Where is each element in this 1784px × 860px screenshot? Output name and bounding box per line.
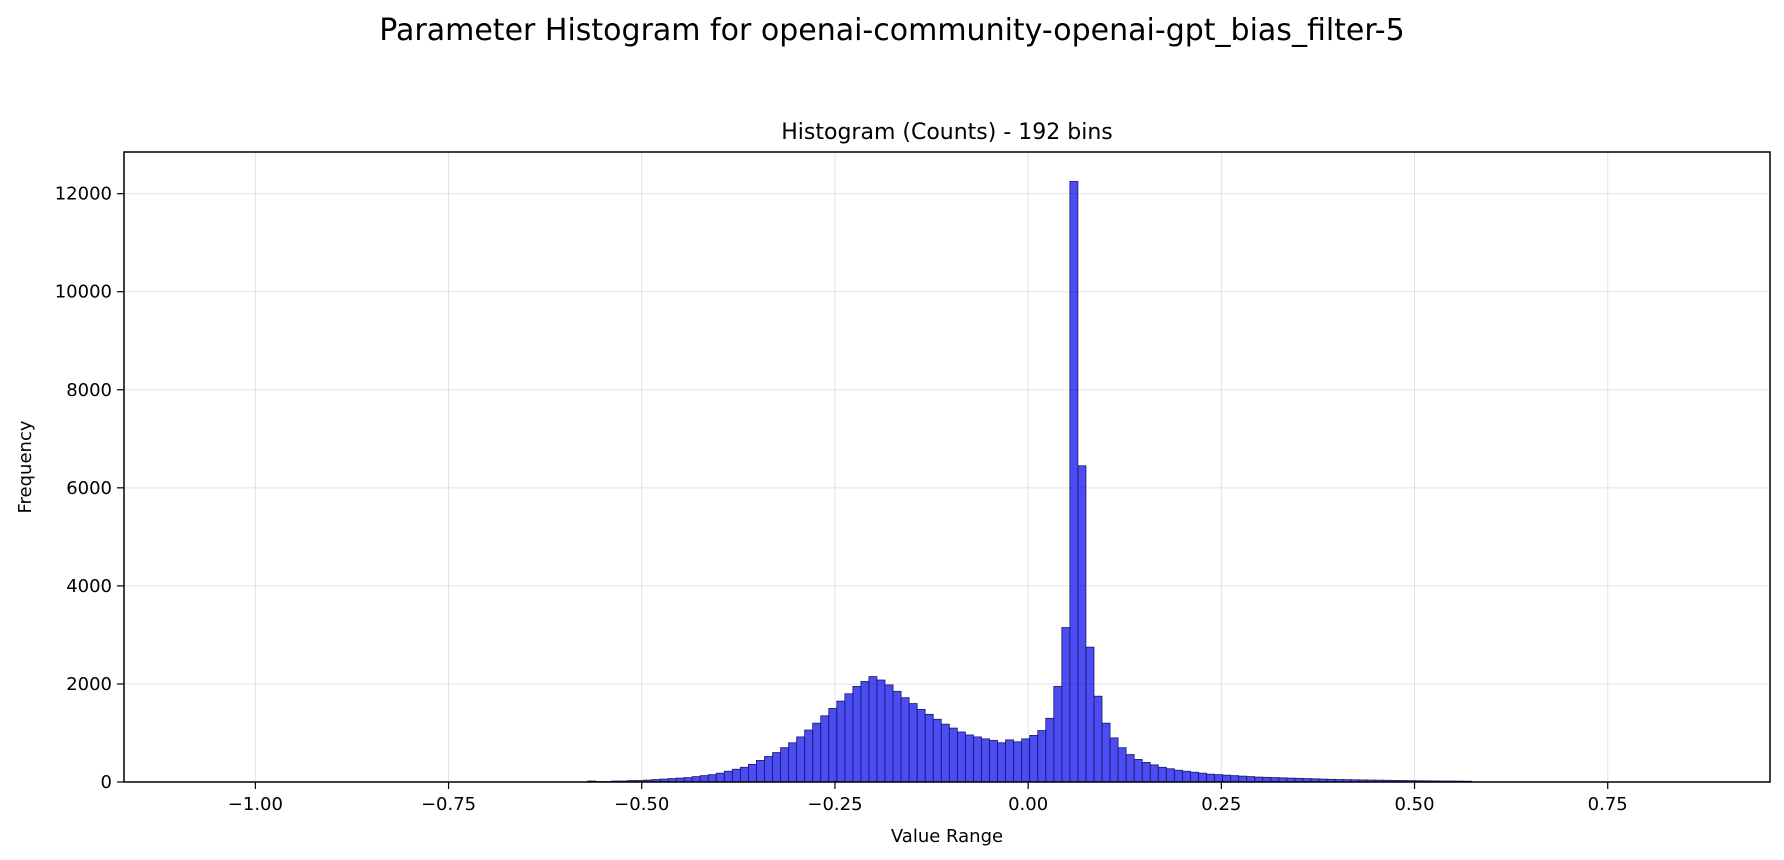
- x-tick-label: −0.50: [614, 794, 669, 815]
- histogram-bar: [812, 722, 822, 783]
- histogram-bar: [1045, 717, 1055, 783]
- x-tick-label: −0.75: [421, 794, 476, 815]
- histogram-bar: [1037, 730, 1047, 783]
- histogram-bar: [1085, 646, 1095, 783]
- histogram-bar: [780, 747, 789, 783]
- histogram-bar: [1157, 766, 1167, 783]
- x-axis-label: Value Range: [891, 826, 1003, 847]
- histogram-bar: [1109, 737, 1119, 783]
- x-tick-label: 0.75: [1588, 794, 1628, 815]
- histogram-bar: [1093, 695, 1103, 783]
- histogram-bar: [796, 736, 806, 783]
- histogram-bar: [1206, 773, 1215, 783]
- histogram-bar: [1222, 774, 1232, 783]
- histogram-bar: [964, 734, 974, 783]
- histogram-bar: [956, 731, 966, 783]
- histogram-bar: [1149, 764, 1159, 783]
- y-axis-label: Frequency: [15, 420, 36, 513]
- histogram-bar: [820, 715, 830, 783]
- y-tick-label: 4000: [66, 576, 112, 597]
- histogram-bar: [1125, 754, 1135, 783]
- histogram-bar: [997, 742, 1006, 783]
- histogram-bar: [1173, 769, 1183, 783]
- x-tick-label: 0.25: [1201, 794, 1241, 815]
- histogram-bar: [924, 713, 934, 783]
- histogram-bar: [804, 729, 814, 783]
- histogram-bar: [981, 738, 990, 783]
- histogram-bar: [836, 700, 846, 783]
- histogram-bar: [908, 703, 918, 783]
- histogram-bar: [973, 736, 982, 783]
- histogram-bar: [844, 693, 854, 783]
- histogram-bar: [852, 685, 862, 783]
- y-tick-label: 6000: [66, 478, 112, 499]
- histogram-bar: [876, 679, 886, 783]
- bars-layer: [587, 181, 1473, 783]
- histogram-bar: [1238, 775, 1248, 783]
- histogram-bar: [772, 752, 781, 783]
- x-tick-label: 0.00: [1008, 794, 1048, 815]
- histogram-bar: [756, 760, 765, 783]
- histogram-bar: [764, 756, 773, 783]
- histogram-bar: [691, 776, 701, 783]
- histogram-bar: [1246, 776, 1256, 783]
- histogram-bar: [788, 742, 798, 783]
- y-tick-label: 8000: [66, 380, 112, 401]
- histogram-bar: [860, 681, 870, 783]
- y-tick-label: 10000: [55, 282, 112, 303]
- histogram-bar: [1053, 685, 1063, 783]
- histogram-bar: [892, 690, 902, 783]
- histogram-bar: [707, 774, 717, 783]
- histogram-bar: [1069, 181, 1079, 783]
- histogram-bar: [1165, 768, 1175, 783]
- histogram-bar: [699, 775, 709, 783]
- y-tick-label: 2000: [66, 674, 112, 695]
- figure-title: Parameter Histogram for openai-community…: [379, 13, 1404, 48]
- x-tick-label: 0.50: [1394, 794, 1434, 815]
- histogram-bar: [1013, 741, 1023, 783]
- histogram-bar: [1005, 739, 1015, 783]
- histogram-bar: [828, 708, 838, 783]
- y-tick-label: 0: [101, 772, 112, 793]
- histogram-bar: [1029, 735, 1039, 783]
- x-tick-label: −1.00: [228, 794, 283, 815]
- grid-layer: [124, 152, 1770, 783]
- histogram-bar: [884, 684, 894, 783]
- histogram-bar: [989, 739, 998, 783]
- histogram-bar: [723, 770, 733, 783]
- histogram-bar: [1190, 771, 1199, 783]
- histogram-bar: [747, 763, 757, 783]
- y-tick-label: 12000: [55, 184, 112, 205]
- histogram-bar: [948, 727, 958, 783]
- histogram-bar: [715, 772, 725, 783]
- histogram-bar: [916, 709, 926, 783]
- plot-frame: [123, 151, 1771, 783]
- histogram-bar: [1077, 465, 1087, 783]
- histogram-bar: [1230, 775, 1240, 783]
- histogram-bar: [1181, 770, 1191, 783]
- histogram-bar: [1061, 627, 1071, 783]
- histogram-bar: [1214, 774, 1223, 783]
- histogram-bar: [900, 697, 910, 783]
- histogram-bar: [739, 766, 749, 783]
- x-tick-label: −0.25: [807, 794, 862, 815]
- histogram-bar: [1198, 772, 1207, 783]
- histogram-bar: [1133, 759, 1143, 783]
- histogram-bar: [868, 676, 878, 783]
- histogram-bar: [1141, 761, 1151, 783]
- x-axis: −1.00 −0.75 −0.50 −0.25 0.00 0.25 0.50 0.75: [228, 782, 1628, 815]
- histogram-bar: [940, 723, 950, 783]
- histogram-bar: [1117, 747, 1127, 783]
- histogram-bar: [1021, 738, 1031, 783]
- axes-title: Histogram (Counts) - 192 bins: [781, 120, 1112, 145]
- histogram-bar: [731, 768, 741, 783]
- histogram-bar: [1101, 722, 1111, 783]
- histogram-bar: [932, 718, 942, 783]
- y-axis: 0 2000 4000 6000 8000 10000 12000: [55, 184, 124, 793]
